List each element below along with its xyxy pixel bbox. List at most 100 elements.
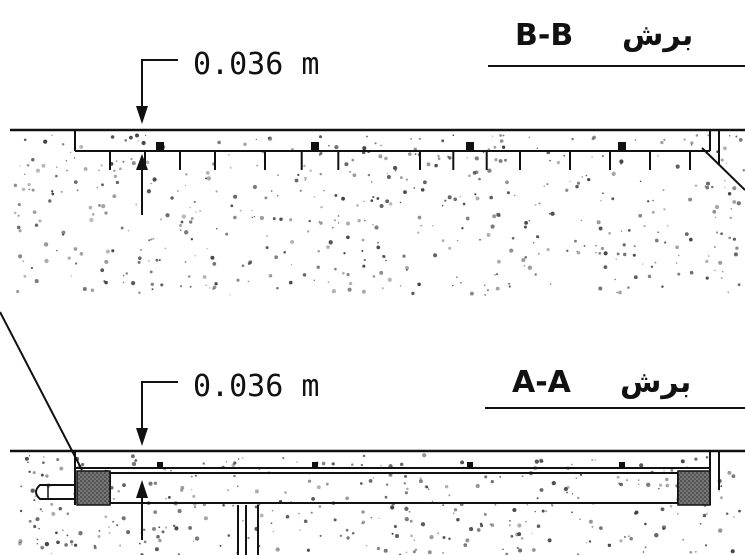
soil-dot bbox=[576, 181, 581, 185]
soil-dot bbox=[395, 534, 399, 538]
soil-dot bbox=[483, 512, 487, 516]
soil-dot bbox=[20, 485, 23, 488]
soil-dot bbox=[202, 275, 207, 279]
soil-dot bbox=[663, 138, 666, 141]
soil-dot bbox=[420, 224, 423, 227]
soil-dot bbox=[113, 498, 115, 500]
soil-dot bbox=[366, 135, 368, 138]
soil-dot bbox=[720, 232, 723, 236]
soil-dot bbox=[580, 219, 583, 222]
soil-dot bbox=[399, 201, 402, 204]
soil-dot bbox=[181, 214, 186, 219]
soil-dot bbox=[409, 519, 413, 523]
soil-dot bbox=[112, 169, 116, 173]
soil-dot bbox=[405, 551, 408, 554]
soil-dot bbox=[122, 483, 126, 487]
soil-dot bbox=[363, 258, 366, 262]
soil-dot bbox=[547, 538, 552, 543]
soil-dot bbox=[406, 487, 409, 491]
soil-dot bbox=[536, 147, 538, 149]
soil-dot bbox=[441, 239, 445, 243]
soil-dot bbox=[627, 229, 631, 232]
soil-dot bbox=[414, 548, 418, 551]
soil-dot bbox=[400, 176, 403, 179]
soil-dot bbox=[277, 195, 279, 197]
soil-dot bbox=[389, 202, 393, 206]
soil-dot bbox=[254, 505, 258, 509]
soil-dot bbox=[325, 482, 329, 486]
soil-dot bbox=[551, 504, 554, 507]
soil-dot bbox=[689, 270, 694, 275]
soil-dot bbox=[551, 480, 556, 486]
soil-dot bbox=[463, 543, 468, 547]
soil-dot bbox=[639, 463, 644, 468]
soil-dot bbox=[733, 252, 738, 257]
soil-dot bbox=[494, 158, 498, 162]
soil-dot bbox=[190, 488, 193, 491]
soil-dot bbox=[140, 249, 142, 251]
soil-dot bbox=[527, 265, 533, 270]
soil-dot bbox=[581, 176, 584, 178]
soil-dot bbox=[713, 246, 716, 248]
soil-dot bbox=[357, 219, 361, 223]
soil-dot bbox=[66, 512, 70, 516]
soil-dot bbox=[669, 504, 673, 508]
soil-dot bbox=[646, 200, 650, 203]
soil-dot bbox=[243, 142, 247, 147]
soil-dot bbox=[694, 550, 697, 553]
soil-dot bbox=[404, 506, 409, 511]
soil-dot bbox=[452, 512, 455, 515]
soil-dot bbox=[361, 238, 365, 242]
soil-dot bbox=[119, 167, 122, 171]
soil-dot bbox=[575, 184, 579, 189]
soil-dot bbox=[337, 215, 340, 217]
soil-dot bbox=[627, 286, 630, 289]
soil-dot bbox=[728, 236, 732, 240]
soil-dot bbox=[566, 491, 568, 494]
soil-dot bbox=[227, 534, 231, 537]
soil-dot bbox=[730, 549, 735, 554]
soil-dot bbox=[137, 140, 139, 142]
soil-dot bbox=[486, 288, 490, 292]
soil-dot bbox=[34, 495, 36, 497]
soil-dot bbox=[313, 279, 316, 282]
soil-dot bbox=[690, 144, 693, 146]
soil-dot bbox=[670, 468, 674, 472]
soil-dot bbox=[189, 285, 192, 288]
soil-dot bbox=[112, 194, 117, 199]
soil-dot bbox=[210, 255, 215, 260]
soil-dot bbox=[135, 133, 139, 138]
soil-dot bbox=[150, 282, 155, 287]
section-aa bbox=[10, 381, 745, 555]
soil-dot bbox=[571, 511, 573, 514]
soil-dot bbox=[376, 245, 381, 250]
soil-dot bbox=[27, 461, 29, 464]
soil-dot bbox=[304, 176, 308, 180]
soil-dot bbox=[385, 259, 387, 262]
soil-dot bbox=[603, 265, 608, 269]
soil-dot bbox=[461, 226, 464, 230]
soil-dot bbox=[444, 199, 447, 202]
soil-dot bbox=[34, 279, 39, 284]
soil-dot bbox=[206, 176, 212, 181]
soil-dot bbox=[583, 244, 586, 247]
soil-dot bbox=[664, 241, 667, 244]
soil-dot bbox=[587, 177, 591, 182]
soil-dot bbox=[603, 251, 608, 256]
soil-dot bbox=[665, 483, 670, 488]
soil-dot bbox=[596, 220, 601, 225]
soil-dot bbox=[380, 465, 382, 467]
soil-dot bbox=[125, 272, 129, 275]
soil-dot bbox=[34, 223, 39, 227]
soil-dot bbox=[38, 527, 40, 530]
soil-dot bbox=[725, 162, 728, 165]
soil-dot bbox=[318, 220, 321, 223]
soil-dot bbox=[190, 475, 193, 478]
soil-dot bbox=[209, 287, 211, 289]
soil-dot bbox=[689, 550, 693, 554]
soil-dot bbox=[386, 174, 391, 180]
soil-dot bbox=[508, 285, 511, 288]
soil-dot bbox=[455, 276, 458, 279]
soil-dot bbox=[320, 205, 323, 209]
